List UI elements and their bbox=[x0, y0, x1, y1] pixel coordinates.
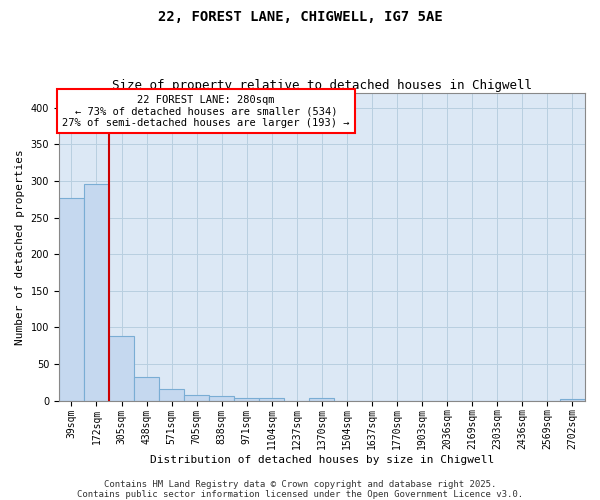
X-axis label: Distribution of detached houses by size in Chigwell: Distribution of detached houses by size … bbox=[150, 455, 494, 465]
Bar bbox=[259, 398, 284, 400]
Title: Size of property relative to detached houses in Chigwell: Size of property relative to detached ho… bbox=[112, 79, 532, 92]
Bar bbox=[59, 198, 84, 400]
Text: 22 FOREST LANE: 280sqm
← 73% of detached houses are smaller (534)
27% of semi-de: 22 FOREST LANE: 280sqm ← 73% of detached… bbox=[62, 94, 350, 128]
Bar bbox=[134, 376, 159, 400]
Bar bbox=[234, 398, 259, 400]
Bar bbox=[310, 398, 334, 400]
Y-axis label: Number of detached properties: Number of detached properties bbox=[15, 149, 25, 345]
Bar bbox=[159, 389, 184, 400]
Text: Contains HM Land Registry data © Crown copyright and database right 2025.
Contai: Contains HM Land Registry data © Crown c… bbox=[77, 480, 523, 499]
Bar bbox=[184, 395, 209, 400]
Bar bbox=[209, 396, 234, 400]
Bar bbox=[560, 399, 585, 400]
Bar bbox=[109, 336, 134, 400]
Text: 22, FOREST LANE, CHIGWELL, IG7 5AE: 22, FOREST LANE, CHIGWELL, IG7 5AE bbox=[158, 10, 442, 24]
Bar bbox=[84, 184, 109, 400]
